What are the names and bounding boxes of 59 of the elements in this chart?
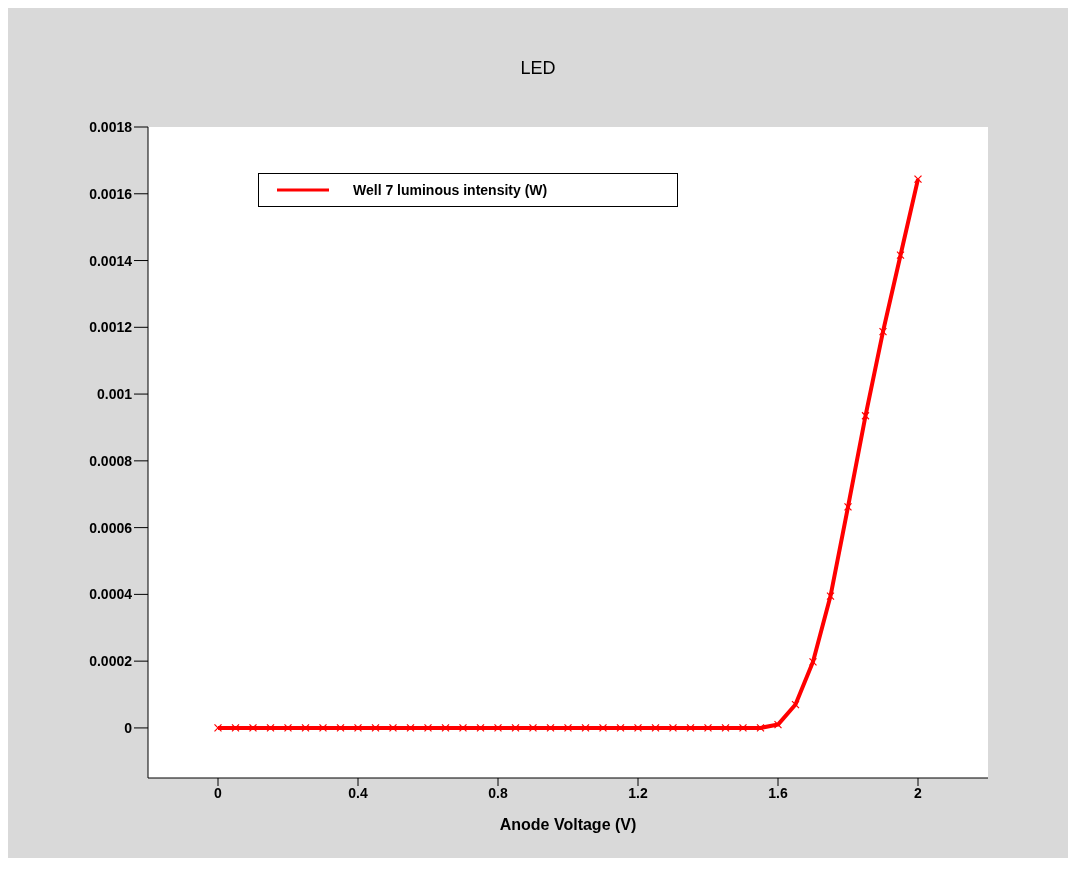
y-tick-label: 0.0018: [89, 118, 133, 135]
point: [493, 723, 503, 733]
point: [213, 723, 223, 733]
point: [756, 723, 765, 733]
x-tick-label: 0: [214, 784, 223, 801]
point: [266, 723, 275, 733]
point: [633, 723, 643, 733]
point: [388, 723, 398, 733]
point: [511, 723, 520, 733]
point: [563, 723, 573, 733]
legend-label: Well 7 luminous intensity (W): [353, 182, 548, 198]
point: [826, 591, 835, 601]
y-tick-label: 0.0014: [89, 252, 133, 269]
y-tick-label: 0.0016: [89, 185, 133, 202]
point: [686, 723, 695, 733]
point: [668, 723, 678, 733]
point: [406, 723, 415, 733]
x-tick-label: 1.6: [768, 784, 788, 801]
y-tick-label: 0.0006: [89, 519, 133, 536]
point: [738, 723, 748, 733]
point: [336, 723, 345, 733]
x-tick-label: 0.4: [348, 784, 368, 801]
point: [283, 723, 293, 733]
point: [598, 723, 608, 733]
x-axis-title: Anode Voltage (V): [499, 816, 637, 833]
point: [476, 723, 485, 733]
x-tick-label: 0.8: [488, 784, 508, 801]
point: [353, 723, 363, 733]
point: [878, 327, 888, 336]
point: [703, 723, 713, 733]
point: [441, 723, 450, 733]
point: [528, 723, 538, 733]
x-tick-label: 1.2: [628, 784, 648, 801]
y-tick-label: 0.0004: [89, 586, 133, 603]
y-tick-label: 0.0008: [89, 452, 133, 469]
point: [581, 723, 590, 733]
chart-title: LED: [519, 58, 557, 79]
point: [651, 723, 660, 733]
point: [721, 723, 730, 733]
y-tick-label: 0.0012: [89, 319, 133, 336]
point: [773, 720, 783, 729]
point: [616, 723, 625, 733]
point: [843, 502, 853, 512]
y-tick-label: 0.001: [96, 386, 133, 403]
point: [808, 657, 818, 666]
point: [231, 723, 240, 733]
y-tick-label: 0: [124, 719, 133, 736]
point: [896, 251, 905, 260]
y-tick-label: 0.0002: [89, 653, 133, 670]
point: [913, 174, 923, 184]
point: [546, 723, 555, 733]
point: [371, 723, 380, 733]
point: [423, 723, 433, 733]
point: [318, 723, 328, 733]
x-tick-label: 2: [914, 784, 923, 801]
point: [248, 723, 258, 733]
point: [458, 723, 468, 733]
point: [861, 411, 870, 420]
point: [301, 723, 310, 733]
